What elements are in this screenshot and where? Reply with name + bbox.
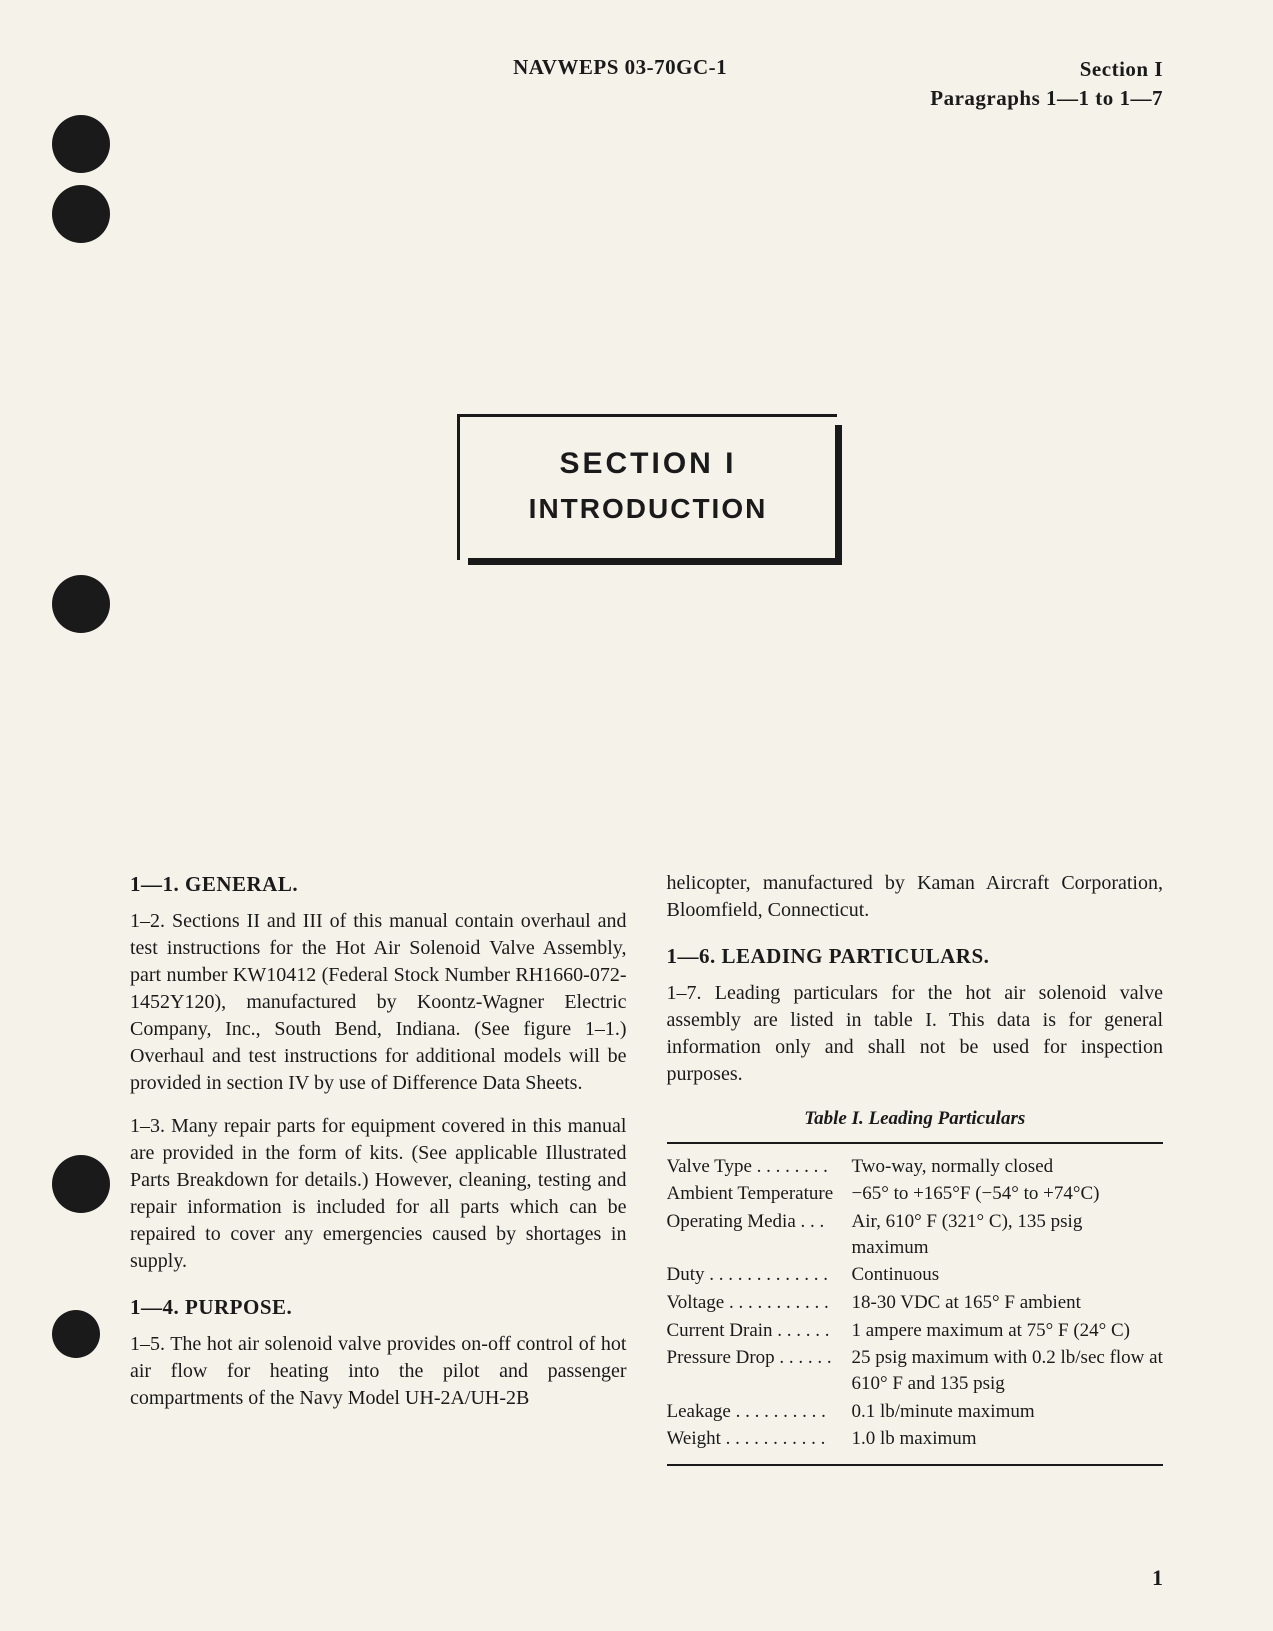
table-label: Current Drain . . . . . .	[667, 1318, 852, 1344]
table-caption: Table I. Leading Particulars	[667, 1106, 1164, 1132]
title-introduction: INTRODUCTION	[480, 493, 817, 525]
table-label: Duty . . . . . . . . . . . . .	[667, 1262, 852, 1288]
paragraph-continuation: helicopter, manufactured by Kaman Aircra…	[667, 870, 1164, 924]
table-row: Leakage . . . . . . . . . . 0.1 lb/minut…	[667, 1399, 1164, 1425]
table-value: 25 psig maximum with 0.2 lb/sec flow at …	[852, 1345, 1164, 1396]
header-paragraphs: Paragraphs 1—1 to 1—7	[930, 84, 1163, 113]
table-label: Operating Media . . .	[667, 1209, 852, 1260]
page-header: NAVWEPS 03-70GC-1 Section I Paragraphs 1…	[130, 55, 1163, 114]
table-label: Pressure Drop . . . . . .	[667, 1345, 852, 1396]
table-row: Current Drain . . . . . . 1 ampere maxim…	[667, 1318, 1164, 1344]
table-label: Valve Type . . . . . . . .	[667, 1154, 852, 1180]
table-row: Weight . . . . . . . . . . . 1.0 lb maxi…	[667, 1426, 1164, 1452]
body-columns: 1—1. GENERAL. 1–2. Sections II and III o…	[130, 870, 1163, 1466]
table-value: 0.1 lb/minute maximum	[852, 1399, 1164, 1425]
paragraph-1-5: 1–5. The hot air solenoid valve provides…	[130, 1331, 627, 1412]
table-value: 1 ampere maximum at 75° F (24° C)	[852, 1318, 1164, 1344]
header-right: Section I Paragraphs 1—1 to 1—7	[930, 55, 1163, 114]
heading-leading-particulars: 1—6. LEADING PARTICULARS.	[667, 942, 1164, 970]
table-value: 18-30 VDC at 165° F ambient	[852, 1290, 1164, 1316]
page-number: 1	[1152, 1565, 1163, 1591]
page-content: NAVWEPS 03-70GC-1 Section I Paragraphs 1…	[0, 0, 1273, 1631]
table-value: Two-way, normally closed	[852, 1154, 1164, 1180]
header-section: Section I	[930, 55, 1163, 84]
table-row: Voltage . . . . . . . . . . . 18-30 VDC …	[667, 1290, 1164, 1316]
table-label: Ambient Temperature	[667, 1181, 852, 1207]
table-row: Valve Type . . . . . . . . Two-way, norm…	[667, 1154, 1164, 1180]
title-section: SECTION I	[480, 447, 817, 481]
table-label: Weight . . . . . . . . . . .	[667, 1426, 852, 1452]
table-label: Leakage . . . . . . . . . .	[667, 1399, 852, 1425]
table-row: Ambient Temperature −65° to +165°F (−54°…	[667, 1181, 1164, 1207]
paragraph-1-2: 1–2. Sections II and III of this manual …	[130, 908, 627, 1097]
left-column: 1—1. GENERAL. 1–2. Sections II and III o…	[130, 870, 627, 1466]
section-title-box: SECTION I INTRODUCTION	[457, 414, 837, 560]
table-row: Duty . . . . . . . . . . . . . Continuou…	[667, 1262, 1164, 1288]
table-label: Voltage . . . . . . . . . . .	[667, 1290, 852, 1316]
table-row: Pressure Drop . . . . . . 25 psig maximu…	[667, 1345, 1164, 1396]
paragraph-1-7: 1–7. Leading particulars for the hot air…	[667, 980, 1164, 1088]
table-row: Operating Media . . . Air, 610° F (321° …	[667, 1209, 1164, 1260]
table-value: −65° to +165°F (−54° to +74°C)	[852, 1181, 1164, 1207]
leading-particulars-table: Valve Type . . . . . . . . Two-way, norm…	[667, 1142, 1164, 1466]
table-value: Air, 610° F (321° C), 135 psig maximum	[852, 1209, 1164, 1260]
paragraph-1-3: 1–3. Many repair parts for equipment cov…	[130, 1113, 627, 1275]
heading-general: 1—1. GENERAL.	[130, 870, 627, 898]
header-doc-number: NAVWEPS 03-70GC-1	[130, 55, 930, 114]
table-value: 1.0 lb maximum	[852, 1426, 1164, 1452]
heading-purpose: 1—4. PURPOSE.	[130, 1293, 627, 1321]
table-value: Continuous	[852, 1262, 1164, 1288]
right-column: helicopter, manufactured by Kaman Aircra…	[667, 870, 1164, 1466]
